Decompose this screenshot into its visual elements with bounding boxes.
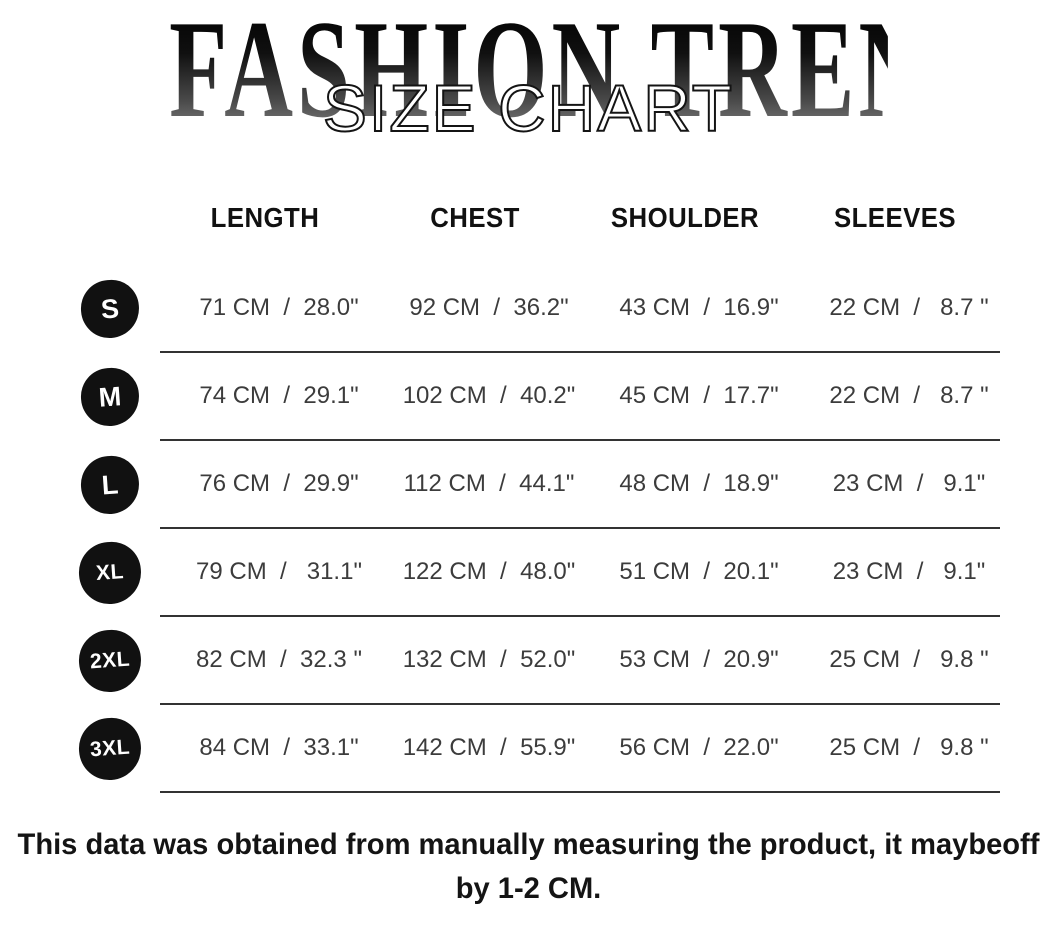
table-header-row: LENGTH CHEST SHOULDER SLEEVES: [60, 188, 1000, 248]
chest-value: 132 CM / 52.0": [402, 646, 576, 673]
sleeves-value: 22 CM / 8.7 ": [829, 294, 989, 321]
sleeves-value: 25 CM / 9.8 ": [829, 734, 989, 761]
length-value: 74 CM / 29.1": [199, 382, 359, 409]
row-values: 76 CM / 29.9" 112 CM / 44.1" 48 CM / 18.…: [160, 441, 1000, 529]
size-badge-cell: XL: [60, 529, 160, 617]
measurement-disclaimer: This data was obtained from manually mea…: [16, 823, 1041, 911]
size-badge-cell: S: [60, 265, 160, 353]
table-body: S 71 CM / 28.0" 92 CM / 36.2" 43 CM / 16…: [60, 265, 1000, 793]
row-values: 74 CM / 29.1" 102 CM / 40.2" 45 CM / 17.…: [160, 353, 1000, 441]
chest-value: 92 CM / 36.2": [409, 294, 569, 321]
disclaimer-line-1: This data was obtained from manually mea…: [17, 828, 1040, 861]
chest-value: 142 CM / 55.9": [402, 734, 576, 761]
shoulder-value: 45 CM / 17.7": [619, 382, 779, 409]
chest-value: 102 CM / 40.2": [402, 382, 576, 409]
row-values: 84 CM / 33.1" 142 CM / 55.9" 56 CM / 22.…: [160, 705, 1000, 793]
sleeves-value: 22 CM / 8.7 ": [829, 382, 989, 409]
table-row-xl: XL 79 CM / 31.1" 122 CM / 48.0" 51 CM / …: [60, 529, 1000, 617]
chest-value: 122 CM / 48.0": [402, 558, 576, 585]
size-badge-cell: 2XL: [60, 617, 160, 705]
size-badge-l: L: [79, 454, 141, 516]
length-value: 71 CM / 28.0": [199, 294, 359, 321]
table-row-l: L 76 CM / 29.9" 112 CM / 44.1" 48 CM / 1…: [60, 441, 1000, 529]
length-value: 84 CM / 33.1": [199, 734, 359, 761]
length-value: 76 CM / 29.9": [199, 470, 359, 497]
size-badge-m: M: [79, 366, 141, 428]
shoulder-value: 43 CM / 16.9": [619, 294, 779, 321]
size-badge-cell: M: [60, 353, 160, 441]
table-row-3xl: 3XL 84 CM / 33.1" 142 CM / 55.9" 56 CM /…: [60, 705, 1000, 793]
title-block: FASHION TRENDS SIZE CHART: [0, 0, 1057, 168]
row-values: 82 CM / 32.3 " 132 CM / 52.0" 53 CM / 20…: [160, 617, 1000, 705]
disclaimer-line-2: by 1-2 CM.: [455, 872, 602, 905]
size-badge-2xl: 2XL: [76, 627, 144, 695]
shoulder-value: 48 CM / 18.9": [619, 470, 779, 497]
size-chart-subtitle: SIZE CHART: [322, 71, 735, 145]
sleeves-value: 23 CM / 9.1": [832, 470, 986, 497]
row-values: 71 CM / 28.0" 92 CM / 36.2" 43 CM / 16.9…: [160, 265, 1000, 353]
size-badge-xl: XL: [76, 539, 144, 607]
table-row-s: S 71 CM / 28.0" 92 CM / 36.2" 43 CM / 16…: [60, 265, 1000, 353]
length-value: 79 CM / 31.1": [196, 558, 362, 585]
size-badge-cell: L: [60, 441, 160, 529]
column-header-shoulder: SHOULDER: [610, 202, 760, 233]
shoulder-value: 56 CM / 22.0": [619, 734, 779, 761]
size-badge-cell: 3XL: [60, 705, 160, 793]
shoulder-value: 51 CM / 20.1": [619, 558, 779, 585]
size-table: LENGTH CHEST SHOULDER SLEEVES S 71 CM / …: [60, 188, 1000, 793]
shoulder-value: 53 CM / 20.9": [619, 646, 779, 673]
size-badge-s: S: [79, 278, 141, 340]
table-row-2xl: 2XL 82 CM / 32.3 " 132 CM / 52.0" 53 CM …: [60, 617, 1000, 705]
chest-value: 112 CM / 44.1": [403, 470, 575, 497]
sleeves-value: 25 CM / 9.8 ": [829, 646, 989, 673]
sleeves-value: 23 CM / 9.1": [832, 558, 986, 585]
column-header-length: LENGTH: [210, 202, 320, 233]
length-value: 82 CM / 32.3 ": [196, 646, 362, 673]
column-header-sleeves: SLEEVES: [833, 202, 957, 233]
table-row-m: M 74 CM / 29.1" 102 CM / 40.2" 45 CM / 1…: [60, 353, 1000, 441]
size-badge-3xl: 3XL: [76, 715, 144, 783]
column-header-chest: CHEST: [430, 202, 520, 233]
row-values: 79 CM / 31.1" 122 CM / 48.0" 51 CM / 20.…: [160, 529, 1000, 617]
